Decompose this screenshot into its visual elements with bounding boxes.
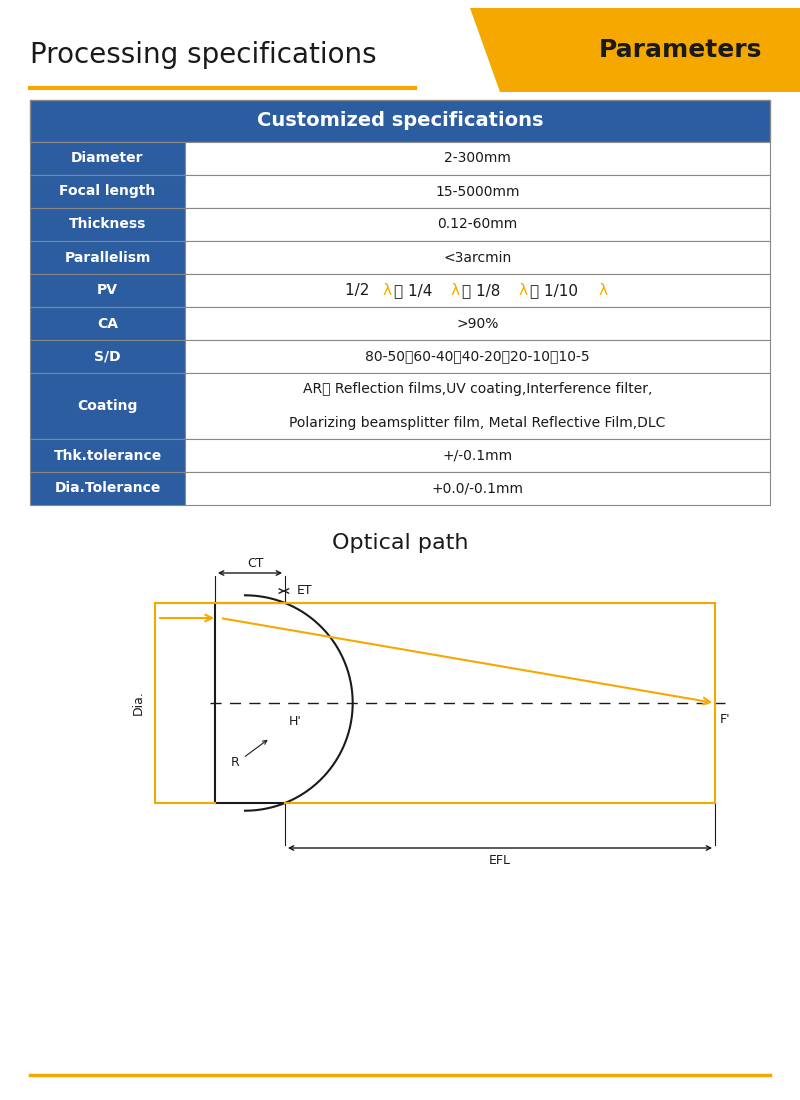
Text: 、 1/4: 、 1/4 (394, 283, 438, 298)
Bar (185, 274, 770, 307)
Text: >90%: >90% (456, 317, 498, 330)
Bar (30, 142, 185, 175)
Bar (185, 472, 770, 505)
Bar (185, 373, 770, 439)
Bar (30, 175, 185, 208)
Text: ET: ET (297, 584, 313, 597)
Text: Processing specifications: Processing specifications (30, 41, 377, 69)
Text: Coating: Coating (78, 399, 138, 412)
Text: 1/2: 1/2 (345, 283, 374, 298)
Text: Dia.Tolerance: Dia.Tolerance (54, 482, 161, 495)
Bar (185, 208, 770, 241)
Bar (185, 175, 770, 208)
Bar (185, 307, 770, 340)
Text: Parameters: Parameters (598, 39, 762, 62)
Bar (30, 241, 185, 274)
Text: AR、 Reflection films,UV coating,Interference filter,: AR、 Reflection films,UV coating,Interfer… (303, 383, 652, 396)
Bar (185, 241, 770, 274)
Bar (30, 373, 185, 439)
Text: EFL: EFL (489, 854, 511, 867)
Text: λ: λ (598, 283, 608, 298)
Bar (30, 208, 185, 241)
Text: PV: PV (97, 284, 118, 297)
Text: +0.0/-0.1mm: +0.0/-0.1mm (431, 482, 523, 495)
Text: Thickness: Thickness (69, 218, 146, 231)
Text: Optical path: Optical path (332, 534, 468, 553)
Bar (30, 307, 185, 340)
Bar (185, 142, 770, 175)
Bar (185, 439, 770, 472)
Text: Dia.: Dia. (132, 691, 145, 715)
Bar (185, 340, 770, 373)
Text: <3arcmin: <3arcmin (443, 251, 512, 264)
Text: R: R (230, 757, 239, 770)
Text: 、 1/8: 、 1/8 (462, 283, 506, 298)
Bar (30, 439, 185, 472)
Text: Parallelism: Parallelism (64, 251, 150, 264)
Text: Customized specifications: Customized specifications (257, 111, 543, 131)
Text: Thk.tolerance: Thk.tolerance (54, 449, 162, 462)
Text: CA: CA (97, 317, 118, 330)
Text: S/D: S/D (94, 350, 121, 363)
Text: Diameter: Diameter (71, 152, 144, 165)
Text: λ: λ (382, 283, 392, 298)
Text: Focal length: Focal length (59, 185, 156, 198)
Bar (30, 100, 770, 142)
Bar (30, 340, 185, 373)
Text: H': H' (289, 715, 302, 728)
Text: 80-50、60-40、40-20、20-10、10-5: 80-50、60-40、40-20、20-10、10-5 (365, 350, 590, 363)
Text: 15-5000mm: 15-5000mm (435, 185, 520, 198)
Text: λ: λ (518, 283, 527, 298)
Bar (30, 274, 185, 307)
Bar (30, 472, 185, 505)
Text: +/-0.1mm: +/-0.1mm (442, 449, 513, 462)
Polygon shape (470, 8, 800, 92)
Text: 2-300mm: 2-300mm (444, 152, 511, 165)
Text: CT: CT (246, 557, 263, 570)
Text: Polarizing beamsplitter film, Metal Reflective Film,DLC: Polarizing beamsplitter film, Metal Refl… (290, 416, 666, 429)
Text: 0.12-60mm: 0.12-60mm (438, 218, 518, 231)
Text: F': F' (720, 713, 730, 726)
Text: λ: λ (450, 283, 459, 298)
Text: 、 1/10: 、 1/10 (530, 283, 583, 298)
